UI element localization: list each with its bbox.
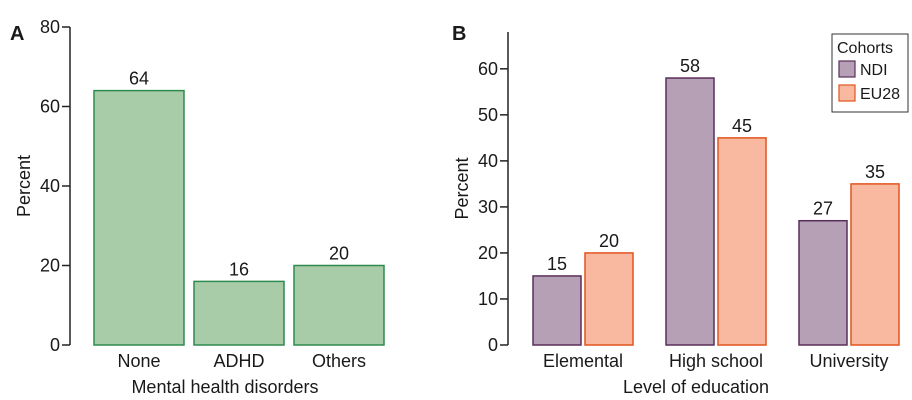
x-tick-label: High school [669,351,763,371]
y-tick-label: 0 [50,335,60,355]
chart-panel-b: B 0 10 20 30 40 50 60 15 20 Elemental 58 45 High sch… [452,23,909,397]
data-label: 15 [547,254,567,274]
data-label: 27 [813,199,833,219]
data-label: 64 [129,69,149,89]
y-tick-label: 20 [478,243,498,263]
legend-title: Cohorts [837,40,893,57]
bar-eu28 [850,183,900,346]
data-label: 20 [599,231,619,251]
y-tick-label: 30 [478,197,498,217]
y-tick-label: 20 [40,256,60,276]
data-label: 58 [680,56,700,76]
x-tick-label: University [809,351,888,371]
legend-label-eu28: EU28 [860,86,900,103]
y-tick-label: 60 [478,59,498,79]
y-tick-label: 0 [488,335,498,355]
data-label: 20 [329,244,349,264]
data-label: 35 [865,162,885,182]
legend: Cohorts NDI EU28 [831,33,909,113]
y-tick-label: 40 [40,176,60,196]
bar-eu28 [717,137,767,346]
bar-others [293,264,385,346]
y-tick-label: 10 [478,289,498,309]
x-tick-label: Others [312,351,366,371]
y-axis-title: Percent [452,157,472,219]
legend-label-ndi: NDI [860,62,888,79]
panel-label-b: B [452,23,466,45]
bar-ndi [665,77,715,346]
data-label: 16 [229,259,249,279]
y-tick-label: 80 [40,17,60,37]
legend-swatch-eu28 [838,84,856,102]
x-axis-title: Level of education [623,377,769,397]
panel-label-a: A [10,23,24,45]
bar-ndi [798,219,848,346]
y-tick-label: 60 [40,97,60,117]
y-axis-title: Percent [14,155,34,217]
legend-swatch-ndi [838,60,856,78]
x-tick-label: None [117,351,160,371]
chart-panel-a: A 0 20 40 60 80 64 None 16 ADHD 20 Others Mental he… [10,17,385,397]
x-axis-title: Mental health disorders [131,377,318,397]
y-tick-label: 50 [478,105,498,125]
y-tick-label: 40 [478,151,498,171]
x-tick-label: Elemental [543,351,623,371]
bar-ndi [532,275,582,346]
bar-eu28 [584,252,634,346]
x-tick-label: ADHD [213,351,264,371]
bar-none [93,89,185,346]
bar-adhd [193,280,285,346]
data-label: 45 [732,116,752,136]
